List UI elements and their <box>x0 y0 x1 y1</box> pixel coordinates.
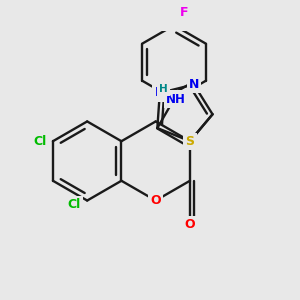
Text: S: S <box>185 135 194 148</box>
Text: H: H <box>159 84 168 94</box>
Text: Cl: Cl <box>68 198 81 212</box>
Text: N: N <box>189 78 199 91</box>
Text: N: N <box>154 86 165 100</box>
Text: NH: NH <box>166 93 186 106</box>
Text: Cl: Cl <box>33 135 46 148</box>
Text: O: O <box>184 218 195 231</box>
Text: F: F <box>180 6 189 19</box>
Text: O: O <box>150 194 161 207</box>
